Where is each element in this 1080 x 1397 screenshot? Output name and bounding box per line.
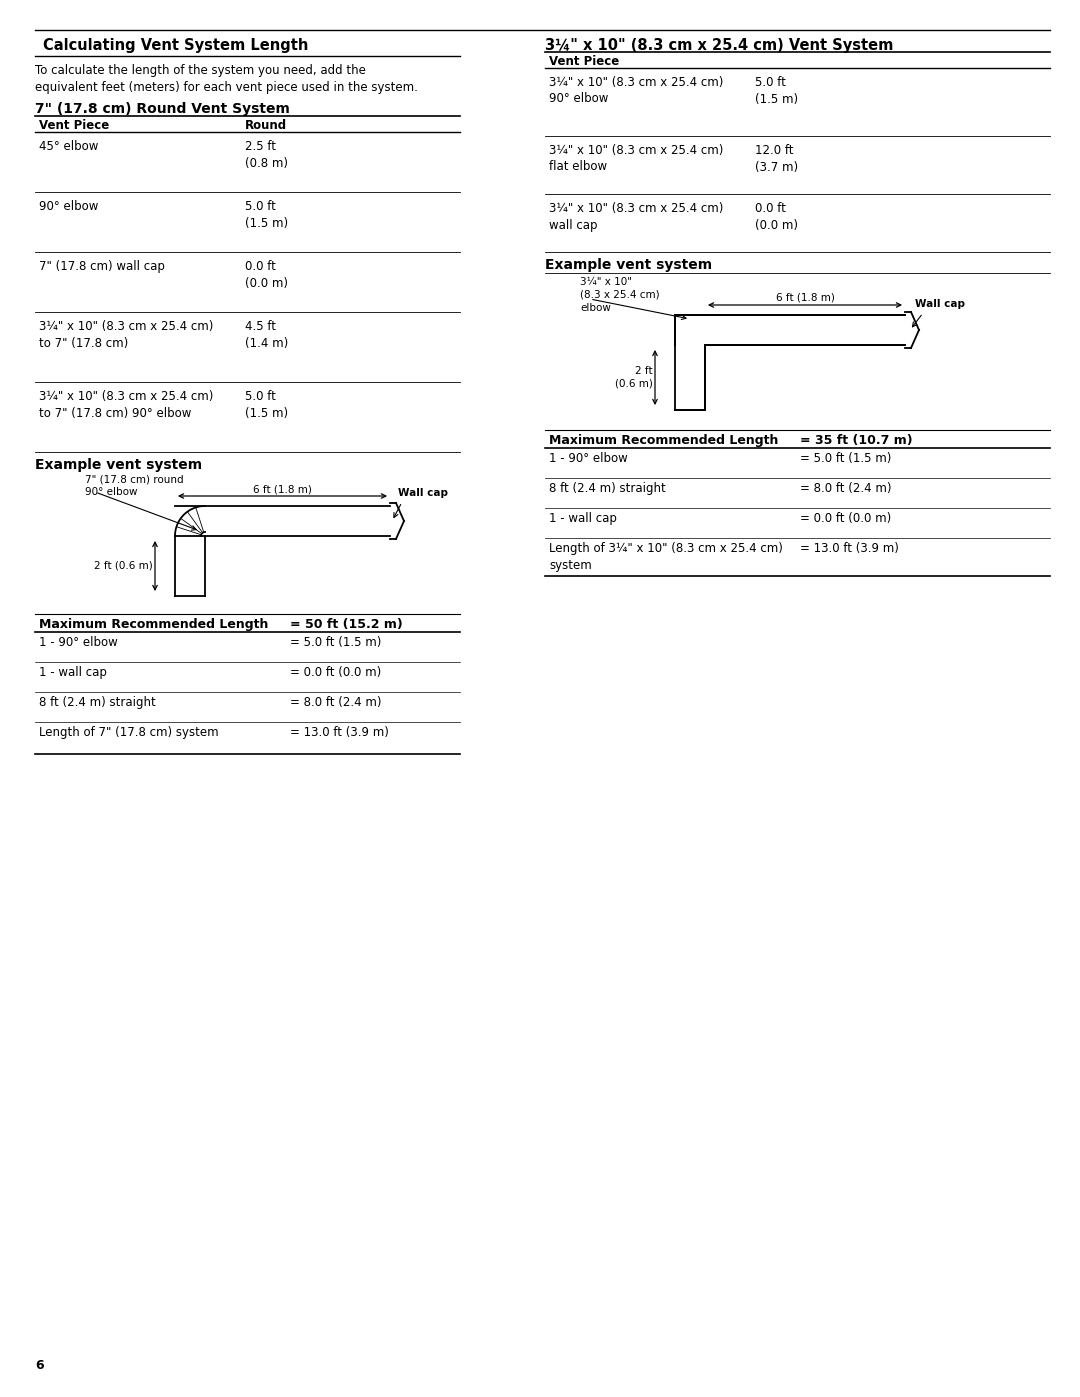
Text: 1 - 90° elbow: 1 - 90° elbow bbox=[39, 636, 118, 650]
Text: 2.5 ft
(0.8 m): 2.5 ft (0.8 m) bbox=[245, 140, 288, 169]
Text: 2 ft
(0.6 m): 2 ft (0.6 m) bbox=[616, 366, 653, 388]
Text: Round: Round bbox=[245, 119, 287, 131]
Text: Vent Piece: Vent Piece bbox=[549, 54, 619, 68]
Text: 45° elbow: 45° elbow bbox=[39, 140, 98, 154]
Text: 3¼" x 10" (8.3 cm x 25.4 cm)
to 7" (17.8 cm) 90° elbow: 3¼" x 10" (8.3 cm x 25.4 cm) to 7" (17.8… bbox=[39, 390, 214, 419]
Text: = 0.0 ft (0.0 m): = 0.0 ft (0.0 m) bbox=[291, 666, 381, 679]
Text: 1 - wall cap: 1 - wall cap bbox=[549, 511, 617, 525]
Text: 3¼" x 10" (8.3 cm x 25.4 cm)
to 7" (17.8 cm): 3¼" x 10" (8.3 cm x 25.4 cm) to 7" (17.8… bbox=[39, 320, 214, 349]
Text: Calculating Vent System Length: Calculating Vent System Length bbox=[43, 38, 309, 53]
Text: 3¼" x 10" (8.3 cm x 25.4 cm)
wall cap: 3¼" x 10" (8.3 cm x 25.4 cm) wall cap bbox=[549, 203, 724, 232]
Text: 3¼" x 10"
(8.3 x 25.4 cm)
elbow: 3¼" x 10" (8.3 x 25.4 cm) elbow bbox=[580, 277, 660, 313]
Text: 1 - 90° elbow: 1 - 90° elbow bbox=[549, 453, 627, 465]
Text: Example vent system: Example vent system bbox=[545, 258, 712, 272]
Text: 1 - wall cap: 1 - wall cap bbox=[39, 666, 107, 679]
Text: Wall cap: Wall cap bbox=[399, 488, 448, 497]
Text: 6 ft (1.8 m): 6 ft (1.8 m) bbox=[775, 293, 835, 303]
Text: To calculate the length of the system you need, add the
equivalent feet (meters): To calculate the length of the system yo… bbox=[35, 64, 418, 94]
Text: = 35 ft (10.7 m): = 35 ft (10.7 m) bbox=[800, 434, 913, 447]
Text: Length of 3¼" x 10" (8.3 cm x 25.4 cm)
system: Length of 3¼" x 10" (8.3 cm x 25.4 cm) s… bbox=[549, 542, 783, 571]
Text: 6 ft (1.8 m): 6 ft (1.8 m) bbox=[253, 483, 312, 495]
Text: 3¼" x 10" (8.3 cm x 25.4 cm)
90° elbow: 3¼" x 10" (8.3 cm x 25.4 cm) 90° elbow bbox=[549, 75, 724, 106]
Text: 5.0 ft
(1.5 m): 5.0 ft (1.5 m) bbox=[245, 390, 288, 419]
Text: 4.5 ft
(1.4 m): 4.5 ft (1.4 m) bbox=[245, 320, 288, 349]
Text: Maximum Recommended Length: Maximum Recommended Length bbox=[39, 617, 268, 631]
Text: = 50 ft (15.2 m): = 50 ft (15.2 m) bbox=[291, 617, 403, 631]
Text: 90° elbow: 90° elbow bbox=[39, 200, 98, 212]
Text: 0.0 ft
(0.0 m): 0.0 ft (0.0 m) bbox=[245, 260, 288, 289]
Text: 7" (17.8 cm) Round Vent System: 7" (17.8 cm) Round Vent System bbox=[35, 102, 289, 116]
Text: 0.0 ft
(0.0 m): 0.0 ft (0.0 m) bbox=[755, 203, 798, 232]
Text: = 8.0 ft (2.4 m): = 8.0 ft (2.4 m) bbox=[291, 696, 381, 710]
Text: 2 ft (0.6 m): 2 ft (0.6 m) bbox=[94, 562, 153, 571]
Text: 5.0 ft
(1.5 m): 5.0 ft (1.5 m) bbox=[245, 200, 288, 229]
Text: 8 ft (2.4 m) straight: 8 ft (2.4 m) straight bbox=[549, 482, 665, 495]
Text: = 5.0 ft (1.5 m): = 5.0 ft (1.5 m) bbox=[291, 636, 381, 650]
Text: = 5.0 ft (1.5 m): = 5.0 ft (1.5 m) bbox=[800, 453, 891, 465]
Text: 12.0 ft
(3.7 m): 12.0 ft (3.7 m) bbox=[755, 144, 798, 173]
Text: Vent Piece: Vent Piece bbox=[39, 119, 109, 131]
Text: 7" (17.8 cm) wall cap: 7" (17.8 cm) wall cap bbox=[39, 260, 165, 272]
Text: Example vent system: Example vent system bbox=[35, 458, 202, 472]
Text: 5.0 ft
(1.5 m): 5.0 ft (1.5 m) bbox=[755, 75, 798, 106]
Text: Maximum Recommended Length: Maximum Recommended Length bbox=[549, 434, 779, 447]
Text: 6: 6 bbox=[35, 1359, 43, 1372]
Text: 7" (17.8 cm) round
90° elbow: 7" (17.8 cm) round 90° elbow bbox=[85, 474, 184, 497]
Text: Length of 7" (17.8 cm) system: Length of 7" (17.8 cm) system bbox=[39, 726, 218, 739]
Text: = 13.0 ft (3.9 m): = 13.0 ft (3.9 m) bbox=[291, 726, 389, 739]
Text: = 13.0 ft (3.9 m): = 13.0 ft (3.9 m) bbox=[800, 542, 899, 555]
Text: 8 ft (2.4 m) straight: 8 ft (2.4 m) straight bbox=[39, 696, 156, 710]
Text: = 0.0 ft (0.0 m): = 0.0 ft (0.0 m) bbox=[800, 511, 891, 525]
Text: = 8.0 ft (2.4 m): = 8.0 ft (2.4 m) bbox=[800, 482, 891, 495]
Text: Wall cap: Wall cap bbox=[915, 299, 966, 309]
Text: 3¼" x 10" (8.3 cm x 25.4 cm) Vent System: 3¼" x 10" (8.3 cm x 25.4 cm) Vent System bbox=[545, 38, 893, 53]
Text: 3¼" x 10" (8.3 cm x 25.4 cm)
flat elbow: 3¼" x 10" (8.3 cm x 25.4 cm) flat elbow bbox=[549, 144, 724, 173]
